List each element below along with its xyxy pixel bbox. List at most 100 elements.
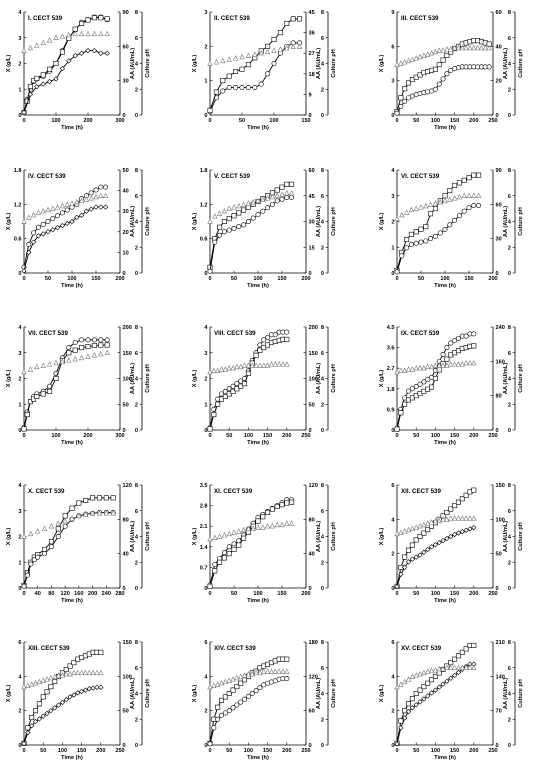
- triangle-point: [88, 195, 94, 201]
- triangle-point: [268, 668, 275, 674]
- y-tick-label: 0: [204, 586, 207, 592]
- triangle-point: [260, 524, 266, 530]
- x-tick-label: 200: [488, 276, 497, 282]
- x-tick-label: 200: [282, 433, 291, 439]
- square-point: [98, 342, 104, 348]
- square-point: [269, 506, 275, 512]
- square-point: [29, 715, 35, 721]
- triangle-point: [98, 669, 104, 676]
- y3-tick-label: 0: [508, 271, 511, 277]
- circle-point: [425, 377, 431, 383]
- x-tick-label: 100: [253, 591, 262, 597]
- x-axis-label: Time (h): [434, 598, 456, 604]
- square-point: [425, 680, 431, 686]
- y3-tick-label: 4: [508, 377, 512, 383]
- triangle-point: [64, 201, 70, 207]
- x-tick-label: 0: [208, 748, 211, 754]
- square-point: [21, 426, 27, 432]
- y3-tick-label: 8: [508, 10, 511, 16]
- triangle-point: [221, 532, 228, 538]
- square-point: [402, 554, 408, 560]
- circle-point: [394, 269, 400, 275]
- diamond-point: [436, 684, 442, 690]
- square-point: [207, 426, 213, 432]
- y2-tick-label: 9: [309, 92, 312, 98]
- y3-axis-label: Culture pH: [145, 522, 151, 551]
- x-tick-label: 100: [244, 433, 253, 439]
- triangle-point: [260, 196, 266, 202]
- triangle-point: [46, 37, 53, 43]
- square-point: [406, 701, 412, 707]
- triangle-point: [48, 674, 54, 681]
- y3-tick-label: 0: [508, 428, 511, 434]
- circle-point: [456, 213, 462, 219]
- triangle-point: [448, 515, 454, 521]
- triangle-point: [238, 673, 244, 679]
- y3-axis-label: Culture pH: [145, 207, 151, 236]
- series-line: [396, 644, 474, 744]
- circle-point: [440, 351, 446, 357]
- y-tick-label: 1.8: [14, 168, 22, 174]
- circle-point: [444, 71, 450, 77]
- x-tick-label: 50: [40, 748, 46, 754]
- square-point: [91, 15, 97, 21]
- y2-tick-label: 45: [309, 10, 315, 16]
- diamond-point: [27, 91, 34, 98]
- diamond-point: [467, 526, 473, 532]
- y2-tick-label: 150: [123, 640, 132, 646]
- triangle-point: [226, 56, 232, 62]
- diamond-point: [451, 531, 458, 538]
- circle-point: [226, 386, 232, 392]
- square-point: [226, 73, 232, 79]
- diamond-point: [428, 544, 435, 550]
- x-tick-label: 0: [22, 591, 25, 597]
- panel-title: III. CECT 539: [401, 15, 439, 22]
- circle-point: [31, 557, 37, 563]
- square-point: [215, 401, 221, 407]
- circle-point: [230, 705, 236, 711]
- triangle-point: [413, 672, 419, 678]
- diamond-point: [394, 584, 400, 590]
- square-point: [53, 375, 59, 381]
- circle-point: [413, 384, 419, 390]
- diamond-point: [40, 713, 46, 719]
- circle-point: [452, 217, 458, 223]
- triangle-point: [28, 530, 34, 537]
- square-point: [226, 551, 232, 557]
- triangle-point: [448, 46, 454, 52]
- triangle-point: [226, 530, 232, 537]
- y3-tick-label: 2: [135, 245, 138, 251]
- square-point: [466, 175, 472, 181]
- y2-tick-label: 0: [309, 428, 312, 434]
- triangle-point: [437, 199, 443, 205]
- square-point: [455, 653, 461, 659]
- triangle-point: [279, 191, 285, 197]
- x-tick-label: 150: [301, 118, 310, 124]
- triangle-point: [213, 59, 220, 65]
- diamond-point: [409, 705, 415, 711]
- diamond-point: [78, 688, 85, 695]
- x-tick-label: 250: [488, 118, 497, 124]
- circle-point: [217, 232, 223, 238]
- y3-tick-label: 4: [135, 692, 139, 698]
- triangle-point: [222, 678, 229, 685]
- y2-axis-label: AA (AU/mL): [503, 206, 509, 237]
- triangle-point: [21, 683, 27, 690]
- triangle-point: [401, 367, 408, 373]
- y2-tick-label: 60: [496, 10, 502, 16]
- series-line: [23, 206, 106, 272]
- y2-tick-label: 15: [309, 245, 315, 251]
- diamond-point: [74, 214, 80, 221]
- x-tick-label: 240: [102, 591, 111, 597]
- triangle-point: [104, 349, 110, 355]
- square-point: [432, 673, 438, 679]
- circle-point: [417, 381, 423, 387]
- square-point: [215, 704, 221, 710]
- x-tick-label: 0: [208, 276, 211, 282]
- y3-axis-label: Culture pH: [518, 49, 524, 78]
- circle-point: [245, 85, 251, 91]
- series-line: [396, 66, 490, 114]
- diamond-point: [64, 220, 70, 227]
